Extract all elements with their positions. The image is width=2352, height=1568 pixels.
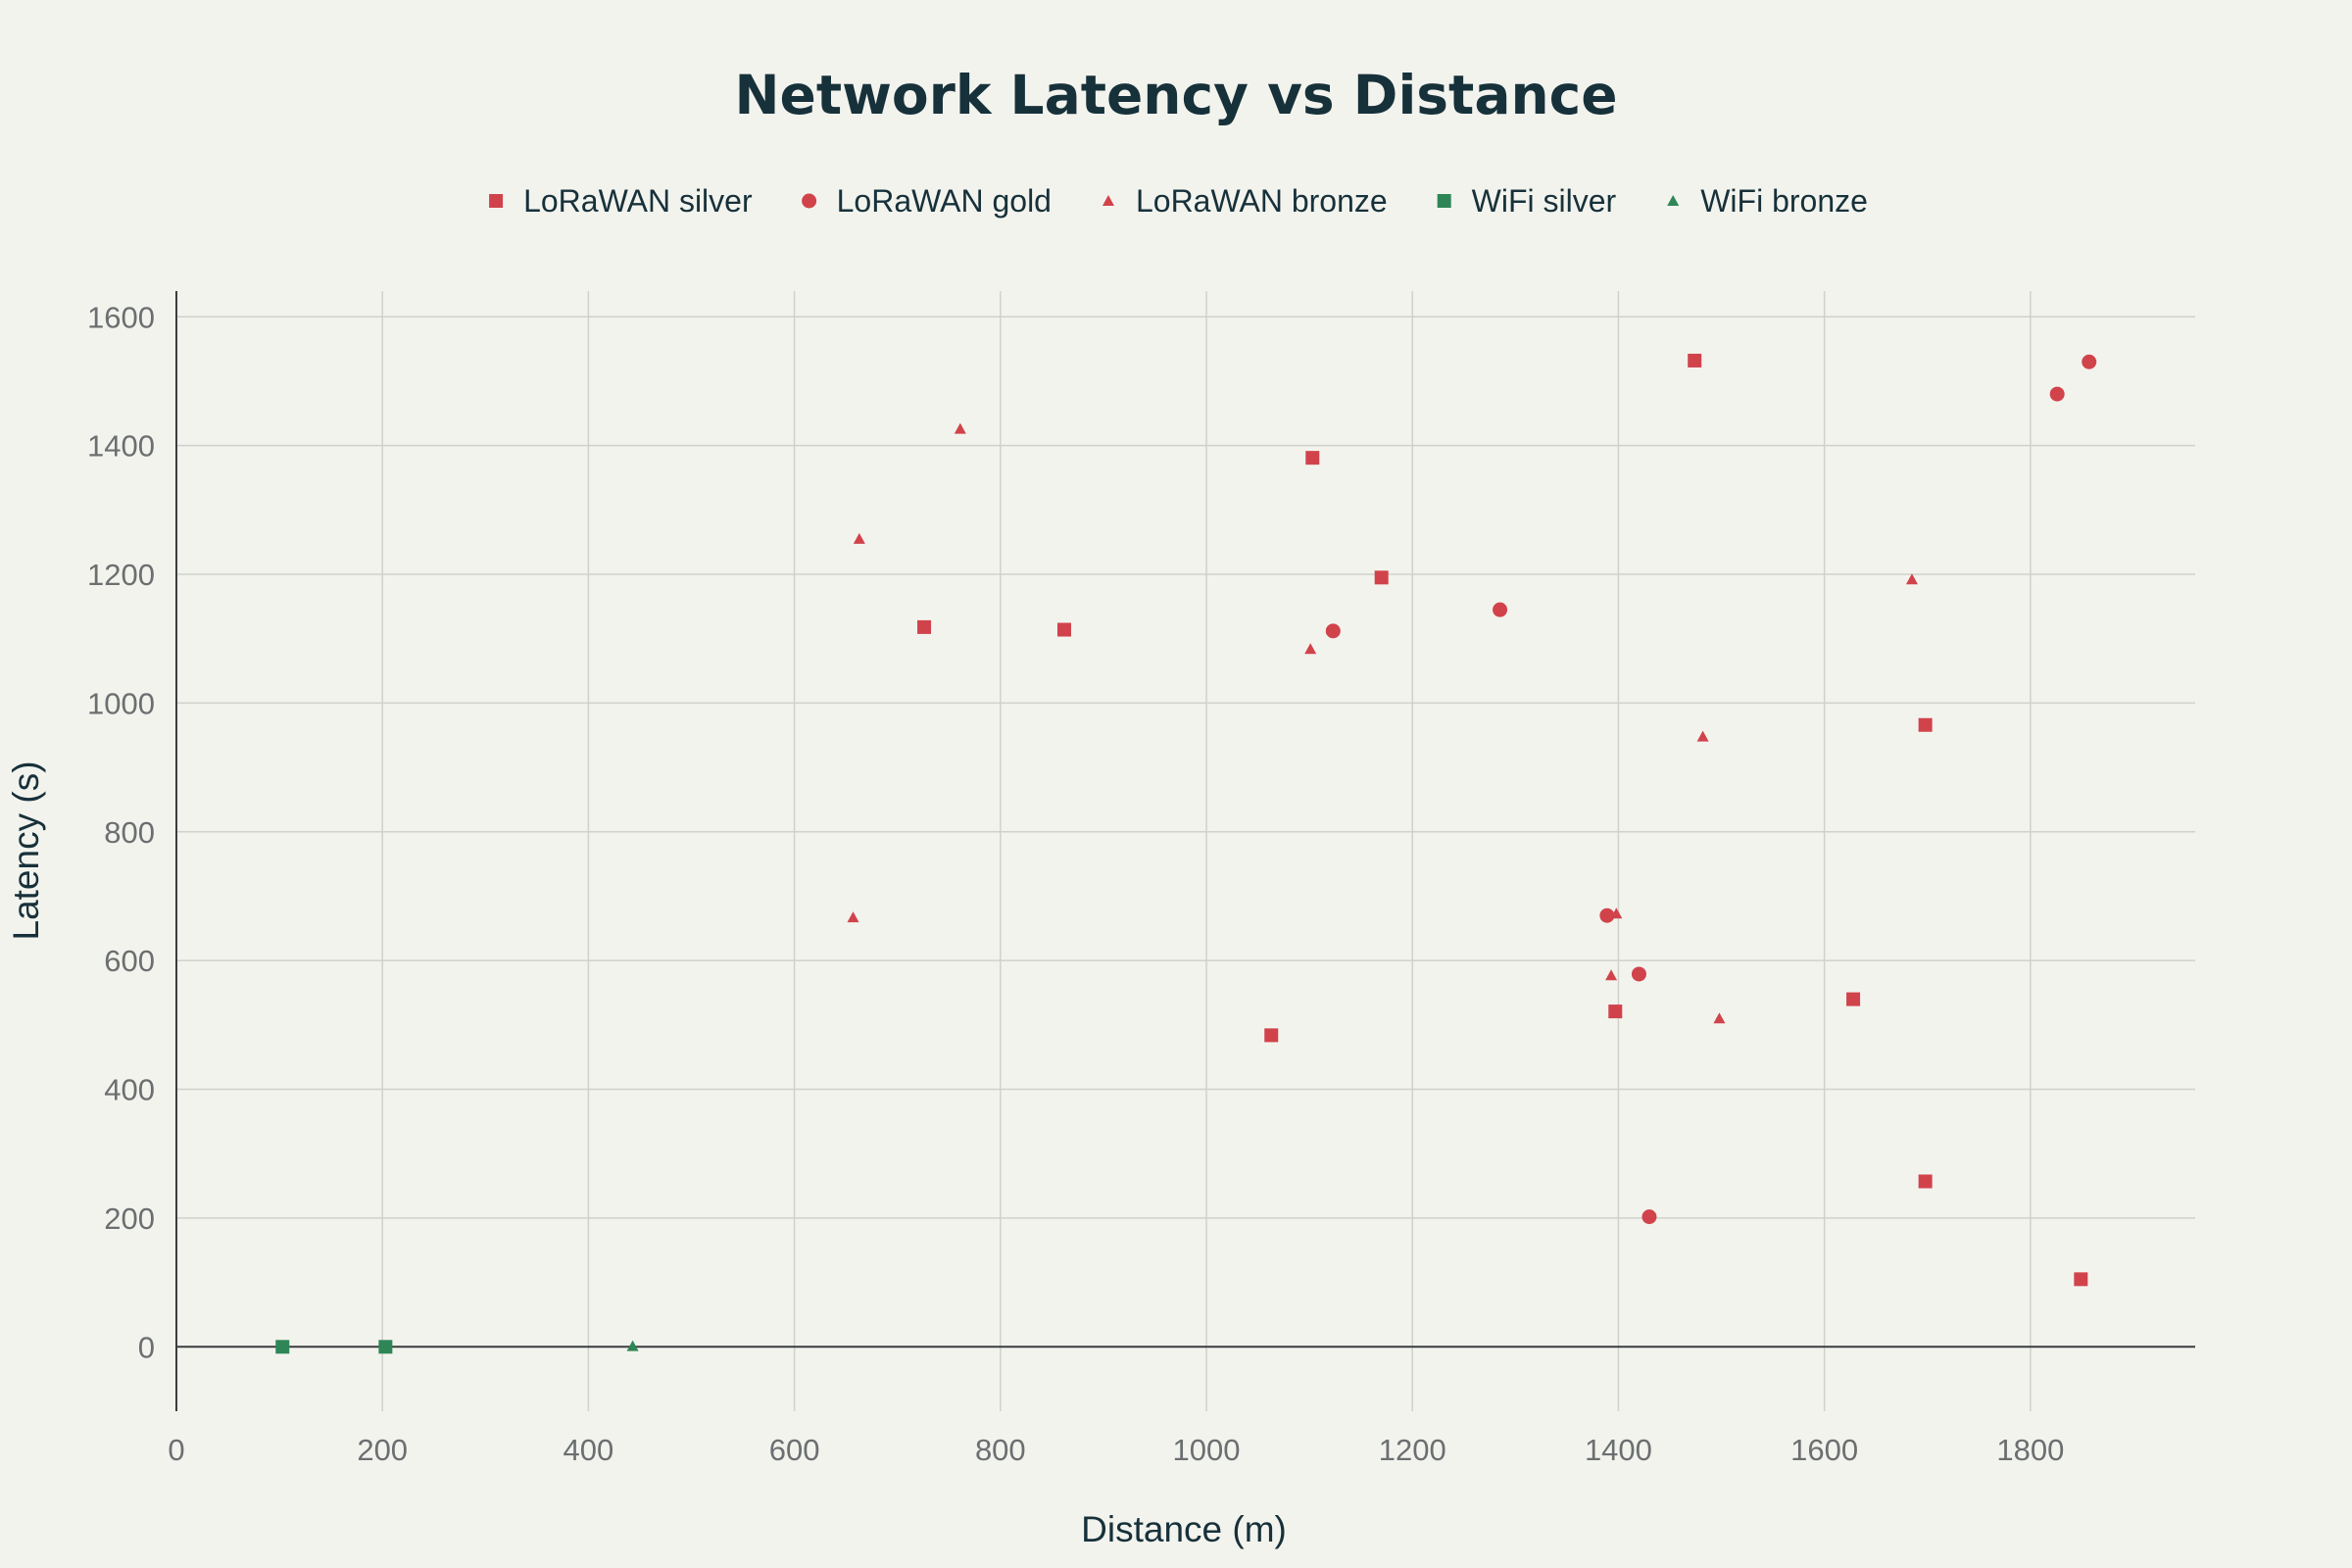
data-point [2049,386,2065,402]
legend-marker [1667,195,1680,206]
data-point [1304,643,1317,655]
x-tick-label: 1600 [1790,1433,1858,1467]
x-tick-label: 1800 [1996,1433,2064,1467]
data-point [1325,623,1341,639]
legend: LoRaWAN silver LoRaWAN gold LoRaWAN bronze… [489,183,1868,219]
legend-label: WiFi bronze [1700,183,1868,219]
y-tick-label: 1000 [87,686,155,720]
data-point [1918,717,1933,732]
legend-label: WiFi silver [1472,183,1617,219]
data-point [378,1340,393,1354]
data-point [1264,1028,1279,1043]
chart-title: Network Latency vs Distance [734,64,1617,126]
data-point [1374,570,1389,585]
legend-item: WiFi silver [1437,183,1617,219]
legend-label: LoRaWAN bronze [1136,183,1388,219]
legend-item: LoRaWAN silver [489,183,753,219]
x-tick-label: 600 [769,1433,820,1467]
y-tick-label: 0 [138,1330,155,1364]
data-point [1918,1174,1933,1189]
x-tick-label: 1200 [1379,1433,1446,1467]
data-point [1056,622,1071,637]
data-point [1493,602,1508,617]
data-point [1608,1004,1623,1019]
y-tick-label: 200 [104,1201,155,1236]
data-point [954,422,966,434]
data-point [1713,1012,1726,1024]
legend-label: LoRaWAN silver [523,183,753,219]
data-point [1305,451,1320,466]
grid-lines [175,291,2195,1411]
data-point [917,619,932,634]
data-point [2082,354,2097,369]
legend-marker [1437,194,1451,208]
legend-marker [489,194,504,208]
data-point [1631,966,1646,982]
data-point [1905,573,1918,585]
data-point [2074,1272,2088,1287]
x-tick-label: 200 [357,1433,408,1467]
data-point [1599,907,1615,923]
y-axis-label: Latency (s) [6,760,46,940]
legend-label: LoRaWAN gold [837,183,1052,219]
x-axis-label: Distance (m) [1081,1509,1287,1549]
legend-marker [802,193,817,209]
x-tick-label: 0 [168,1433,184,1467]
axes [175,291,2195,1411]
data-point [853,532,865,544]
x-tick-label: 400 [564,1433,614,1467]
data-point [626,1340,639,1351]
x-tick-label: 1000 [1173,1433,1241,1467]
legend-item: LoRaWAN gold [802,183,1052,219]
data-points [275,353,2097,1354]
legend-marker [1102,195,1114,206]
x-tick-label: 1400 [1585,1433,1652,1467]
y-tick-label: 1400 [87,429,155,464]
data-point [1846,992,1861,1006]
y-tick-label: 600 [104,944,155,978]
data-point [1642,1209,1657,1225]
data-point [275,1340,290,1354]
data-point [1610,907,1623,919]
data-point [1605,969,1618,981]
y-tick-label: 400 [104,1073,155,1107]
data-point [1696,730,1709,742]
y-tick-label: 1200 [87,558,155,592]
data-point [1688,353,1702,368]
tick-labels: 0 200 400 600 800 1000 1200 1400 1600 1800 0 200 400… [87,300,2064,1467]
legend-item: WiFi bronze [1667,183,1868,219]
x-tick-label: 800 [975,1433,1026,1467]
y-tick-label: 800 [104,815,155,850]
data-point [847,911,859,923]
legend-item: LoRaWAN bronze [1102,183,1388,219]
y-tick-label: 1600 [87,300,155,334]
